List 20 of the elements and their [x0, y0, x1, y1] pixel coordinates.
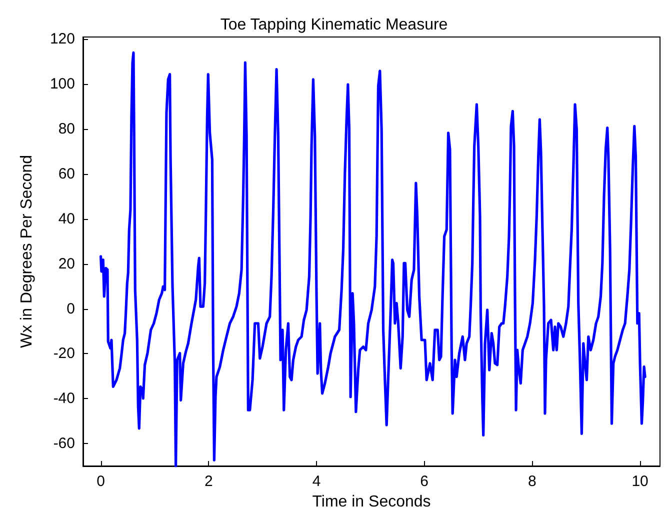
x-tick-label: 6 [420, 473, 429, 490]
y-tick-label: 40 [58, 210, 75, 228]
y-tick-label: 60 [58, 166, 75, 183]
y-tick-label: -60 [53, 435, 75, 452]
y-tick-label: -20 [53, 345, 75, 362]
line-series [99, 51, 646, 468]
y-tick-label: 100 [50, 76, 75, 93]
chart-title: Toe Tapping Kinematic Measure [220, 16, 448, 34]
x-axis-title: Time in Seconds [312, 493, 431, 510]
x-tick-label: 10 [632, 473, 648, 490]
x-tick-label: 4 [312, 473, 321, 490]
x-tick-label: 0 [96, 473, 105, 490]
y-tick-label: 20 [58, 255, 75, 272]
y-tick-label: 80 [58, 120, 75, 138]
y-tick-label: 0 [66, 300, 75, 318]
x-tick-label: 2 [204, 473, 213, 490]
y-tick-label: -40 [53, 390, 75, 408]
y-tick-label: 120 [50, 30, 75, 48]
y-axis-title: Wx in Degrees Per Second [18, 155, 36, 348]
x-tick-label: 8 [528, 473, 536, 490]
